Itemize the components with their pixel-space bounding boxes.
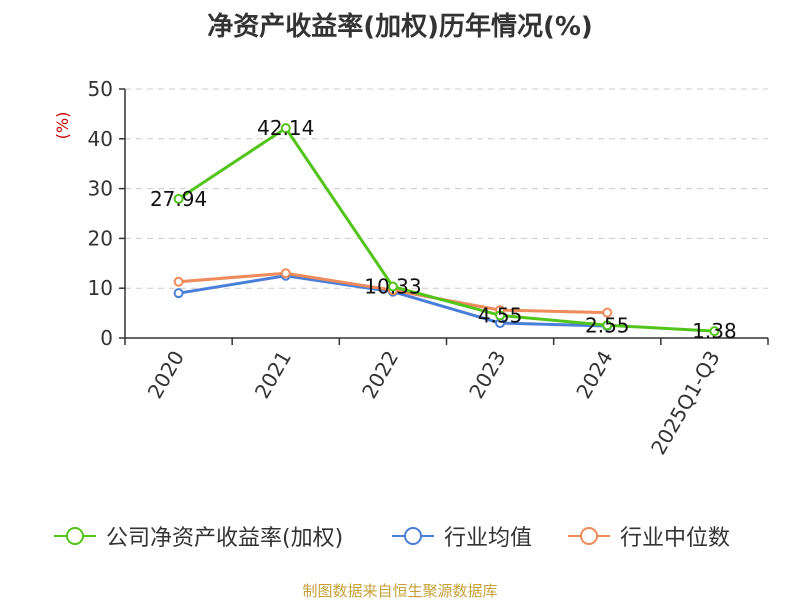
x-tick-label: 2024 [571, 347, 617, 403]
data-label: 27.94 [150, 187, 207, 211]
y-tick-label: 30 [88, 177, 113, 201]
data-point [280, 123, 291, 134]
legend-label-industry-mean: 行业均值 [444, 526, 533, 551]
legend-item-industry-mean[interactable]: 行业均值 [390, 520, 532, 552]
x-tick-label: 2023 [464, 347, 510, 403]
data-point [495, 310, 506, 321]
data-point [602, 320, 613, 331]
data-label: 1.38 [692, 319, 737, 343]
x-tick-label: 2022 [357, 347, 403, 403]
orange-line-circle-icon [568, 527, 610, 545]
data-label: 42.14 [257, 116, 314, 140]
y-tick-label: 50 [88, 77, 113, 101]
series-line [177, 126, 715, 333]
legend-item-industry-median[interactable]: 行业中位数 [566, 520, 730, 552]
legend-label-company: 公司净资产收益率(加权) [106, 526, 344, 551]
data-label: 10.33 [364, 275, 421, 299]
data-point [173, 193, 184, 204]
data-point [709, 326, 720, 337]
y-tick-label: 10 [88, 276, 113, 300]
x-tick-label: 2025Q1-Q3 [646, 347, 725, 459]
data-label: 4.55 [478, 303, 523, 327]
data-point [387, 281, 398, 292]
source-note: 制图数据来自恒生聚源数据库 [302, 582, 498, 600]
data-point [173, 276, 184, 287]
x-tick-label: 2020 [143, 347, 189, 403]
y-tick-label: 0 [100, 326, 113, 350]
data-point [280, 268, 291, 279]
legend-item-company[interactable]: 公司净资产收益率(加权) [52, 520, 343, 552]
data-label: 2.55 [585, 313, 630, 337]
y-axis-label: (%) [53, 112, 72, 140]
y-tick-label: 20 [88, 226, 113, 250]
green-line-circle-icon [54, 527, 96, 545]
blue-line-circle-icon [392, 527, 434, 545]
y-tick-label: 40 [88, 127, 113, 151]
chart-title: 净资产收益率(加权)历年情况(%) [207, 12, 593, 42]
x-tick-label: 2021 [250, 347, 296, 403]
data-point [602, 307, 613, 318]
legend-label-industry-median: 行业中位数 [620, 526, 731, 551]
data-point [173, 288, 184, 299]
